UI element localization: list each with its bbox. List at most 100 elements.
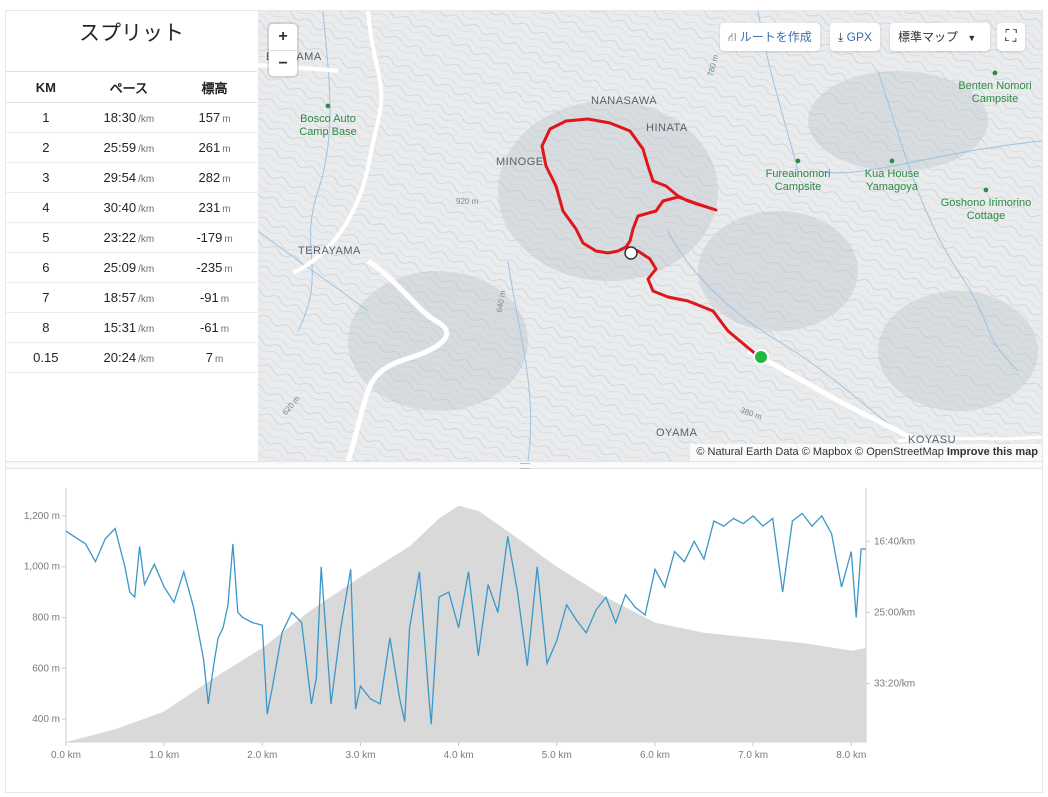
poi-campsite[interactable]: ● Benten Nomori Campsite (950, 67, 1040, 106)
place-label: OYAMA (656, 427, 698, 439)
streams (258, 11, 1042, 461)
split-pace: 25:09/km (85, 252, 173, 283)
split-row: 8 15:31/km -61 m (6, 312, 257, 343)
elevation-pace-chart[interactable]: 400 m 600 m 800 m 1,000 m 1,200 m 16:40/km 25:… (6, 470, 1042, 792)
zoom-control: + − (269, 24, 297, 76)
distance-tick-label: 4.0 km (444, 750, 474, 761)
route-icon: ⛙ (728, 30, 737, 44)
pace-tick-label: 25:00/km (874, 607, 915, 618)
split-row: 7 18:57/km -91 m (6, 282, 257, 313)
split-km: 8 (6, 312, 86, 343)
place-label: HINATA (646, 122, 688, 134)
split-km: 2 (6, 132, 86, 163)
elevation-area (66, 505, 866, 742)
split-row: 2 25:59/km 261 m (6, 132, 257, 163)
split-km: 0.15 (6, 342, 86, 373)
distance-tick-label: 5.0 km (542, 750, 572, 761)
place-label: KOYASU (908, 434, 957, 446)
split-pace: 30:40/km (85, 192, 173, 223)
elevation-tick-label: 400 m (32, 714, 60, 725)
splits-table: KM ペース 標高 1 18:30/km 157 m 2 25:59/km 261 m 3 29:… (6, 71, 257, 373)
distance-tick-label: 0.0 km (51, 750, 81, 761)
distance-tick-label: 1.0 km (149, 750, 179, 761)
fullscreen-icon: ⛶ (1005, 28, 1017, 45)
improve-map-link[interactable]: Improve this map (946, 446, 1038, 458)
create-route-button[interactable]: ⛙ ルートを作成 (720, 23, 820, 51)
tree-icon: ● (324, 100, 332, 112)
poi-campsite[interactable]: ● Goshono Irimorino Cottage (934, 184, 1038, 223)
map-style-dropdown[interactable]: 標準マップ ▼ (890, 23, 990, 51)
split-elevation: -61 m (172, 312, 257, 343)
split-km: 5 (6, 222, 86, 253)
activity-panel-border (5, 10, 1043, 793)
splits-panel: スプリット KM ペース 標高 1 18:30/km 157 m 2 25:59/km 26… (6, 11, 257, 461)
start-marker (753, 349, 769, 365)
finish-marker (624, 246, 638, 260)
distance-tick-label: 8.0 km (836, 750, 866, 761)
split-elevation: 261 m (172, 132, 257, 163)
split-row: 5 23:22/km -179 m (6, 222, 257, 253)
place-label: NANASAWA (591, 95, 658, 107)
poi-campsite[interactable]: ● Bosco Auto Camp Base (288, 100, 368, 139)
split-elevation: -235 m (172, 252, 257, 283)
split-elevation: 231 m (172, 192, 257, 223)
terrain-shading (348, 71, 1038, 411)
pace-tick-label: 16:40/km (874, 536, 915, 547)
split-row: 6 25:09/km -235 m (6, 252, 257, 283)
split-row: 0.15 20:24/km 7 m (6, 342, 257, 373)
distance-tick-label: 6.0 km (640, 750, 670, 761)
header-elevation: 標高 (172, 71, 257, 103)
zoom-out-button[interactable]: − (278, 55, 288, 72)
download-icon: ⤓ (838, 30, 844, 44)
split-km: 7 (6, 282, 86, 313)
tree-icon: ● (888, 155, 896, 167)
distance-tick-label: 2.0 km (247, 750, 277, 761)
poi-campsite[interactable]: ● Kua House Yamagoya (852, 155, 932, 194)
splits-title: スプリット (79, 22, 184, 45)
split-pace: 25:59/km (85, 132, 173, 163)
fullscreen-button[interactable]: ⛶ (997, 23, 1025, 51)
elevation-tick-label: 1,000 m (24, 562, 60, 573)
elevation-tick-label: 1,200 m (24, 511, 60, 522)
map-attribution: © Natural Earth Data © Mapbox © OpenStre… (690, 444, 1042, 461)
split-elevation: -179 m (172, 222, 257, 253)
tree-icon: ● (794, 155, 802, 167)
caret-down-icon: ▼ (967, 33, 977, 43)
split-pace: 18:30/km (85, 102, 173, 133)
distance-tick-label: 7.0 km (738, 750, 768, 761)
split-pace: 18:57/km (85, 282, 173, 313)
splits-header-row: KM ペース 標高 (6, 71, 257, 103)
pace-tick-label: 33:20/km (874, 679, 915, 690)
splits-body: 1 18:30/km 157 m 2 25:59/km 261 m 3 29:54/km 282 m 4… (6, 102, 257, 373)
grip-icon (520, 463, 530, 469)
tree-icon: ● (991, 67, 999, 79)
header-pace: ペース (85, 71, 173, 103)
chart-canvas[interactable]: 400 m 600 m 800 m 1,000 m 1,200 m 16:40/km 25:… (6, 470, 1042, 792)
split-km: 4 (6, 192, 86, 223)
split-pace: 15:31/km (85, 312, 173, 343)
place-label: MINOGE (496, 156, 544, 168)
split-row: 3 29:54/km 282 m (6, 162, 257, 193)
header-km: KM (6, 71, 86, 103)
poi-campsite[interactable]: ● Fureainomori Campsite (758, 155, 838, 194)
panel-resize-handle[interactable] (6, 461, 1042, 469)
pace-line (65, 512, 866, 725)
map-canvas[interactable] (258, 11, 1042, 461)
place-label: TERAYAMA (298, 245, 361, 257)
activity-route (540, 117, 759, 358)
split-pace: 23:22/km (85, 222, 173, 253)
split-elevation: 282 m (172, 162, 257, 193)
split-km: 3 (6, 162, 86, 193)
elevation-tick-label: 800 m (32, 613, 60, 624)
route-map[interactable]: ERAYAMA NANASAWA HINATA MINOGE TERAYAMA … (258, 11, 1042, 461)
distance-tick-label: 3.0 km (345, 750, 375, 761)
elevation-tick-label: 600 m (32, 663, 60, 674)
gpx-download-button[interactable]: ⤓ GPX (830, 23, 880, 51)
split-elevation: -91 m (172, 282, 257, 313)
contour-label: 920 m (456, 197, 479, 206)
split-km: 6 (6, 252, 86, 283)
split-pace: 20:24/km (85, 342, 173, 373)
split-km: 1 (6, 102, 86, 133)
zoom-in-button[interactable]: + (269, 24, 297, 51)
